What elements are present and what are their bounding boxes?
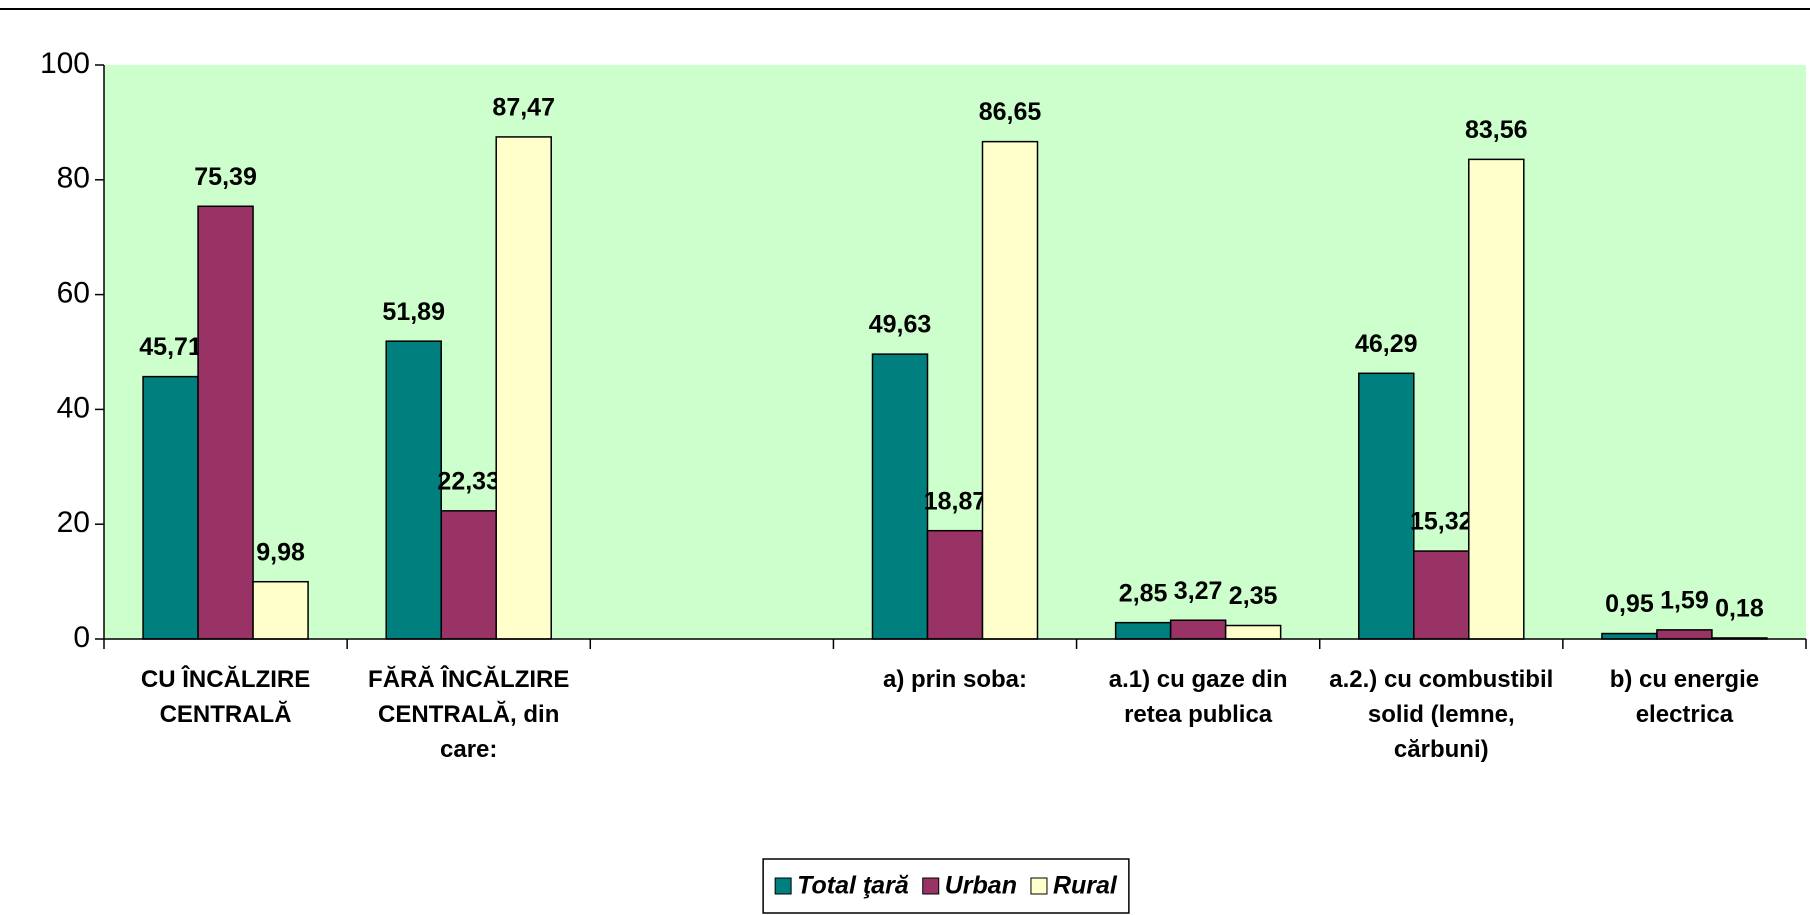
data-label: 75,39 [194, 163, 257, 191]
data-label: 49,63 [869, 311, 932, 339]
data-label: 18,87 [924, 487, 987, 515]
bar [926, 529, 984, 640]
data-label: 9,98 [256, 538, 305, 566]
x-label-box: a) prin soba: [882, 666, 1027, 693]
x-label-box: CU ÎNCĂLZIRE CENTRALĂ [140, 666, 311, 728]
y-tick-label: 40 [57, 391, 90, 424]
bar [252, 580, 309, 640]
y-tick-label: 60 [57, 277, 90, 310]
bar [440, 510, 497, 640]
legend-label: Rural [1053, 872, 1118, 900]
y-tick-label: 20 [57, 506, 90, 539]
bar [142, 375, 199, 640]
x-tick-label: b) cu energie electrica [1609, 666, 1760, 728]
bar [871, 353, 929, 640]
data-label: 86,65 [979, 98, 1042, 126]
x-label-box: FĂRĂ ÎNCĂLZIRE CENTRALĂ, din care: [368, 666, 570, 763]
x-label-box: b) cu energie electrica [1609, 666, 1760, 728]
x-tick-label: FĂRĂ ÎNCĂLZIRE CENTRALĂ, din care: [368, 666, 570, 763]
bar [385, 340, 442, 640]
data-label: 15,32 [1410, 508, 1473, 536]
data-label: 83,56 [1465, 116, 1528, 144]
bar [1224, 624, 1282, 640]
legend-label: Urban [945, 872, 1017, 900]
data-label: 46,29 [1355, 330, 1418, 358]
bar [495, 136, 552, 640]
data-label: 1,59 [1660, 586, 1709, 614]
legend-swatch [1030, 877, 1048, 895]
data-label: 2,85 [1119, 579, 1168, 607]
bar [1358, 372, 1415, 640]
x-tick-label: CU ÎNCĂLZIRE CENTRALĂ [140, 666, 311, 728]
bar [1656, 629, 1713, 640]
data-label: 51,89 [382, 298, 445, 326]
bar [1601, 632, 1658, 640]
y-tick-label: 0 [73, 621, 90, 654]
data-label: 45,71 [139, 333, 202, 361]
bar [1468, 158, 1525, 640]
legend-box [762, 858, 1130, 914]
legend-swatch [774, 877, 792, 895]
legend-swatch [922, 877, 940, 895]
y-tick-label: 100 [40, 47, 90, 80]
data-label: 0,18 [1715, 595, 1764, 623]
data-label: 2,35 [1229, 582, 1278, 610]
x-tick-label: a.2.) cu combustibil solid (lemne, cărbu… [1329, 666, 1554, 763]
bar [1114, 621, 1172, 640]
x-label-box: a.2.) cu combustibil solid (lemne, cărbu… [1329, 666, 1554, 763]
x-label-box: a.1) cu gaze din retea publica [1108, 666, 1288, 728]
y-tick-label: 80 [57, 162, 90, 195]
data-label: 3,27 [1174, 577, 1223, 605]
bar [1413, 550, 1470, 640]
x-tick-label: a.1) cu gaze din retea publica [1108, 666, 1288, 728]
x-tick-label: a) prin soba: [882, 666, 1027, 693]
legend-label: Total ţară [797, 872, 909, 900]
bar [1169, 619, 1227, 640]
bar [197, 205, 254, 640]
data-label: 87,47 [492, 94, 555, 122]
bar [981, 140, 1039, 640]
data-label: 22,33 [437, 467, 500, 495]
data-label: 0,95 [1605, 590, 1654, 618]
